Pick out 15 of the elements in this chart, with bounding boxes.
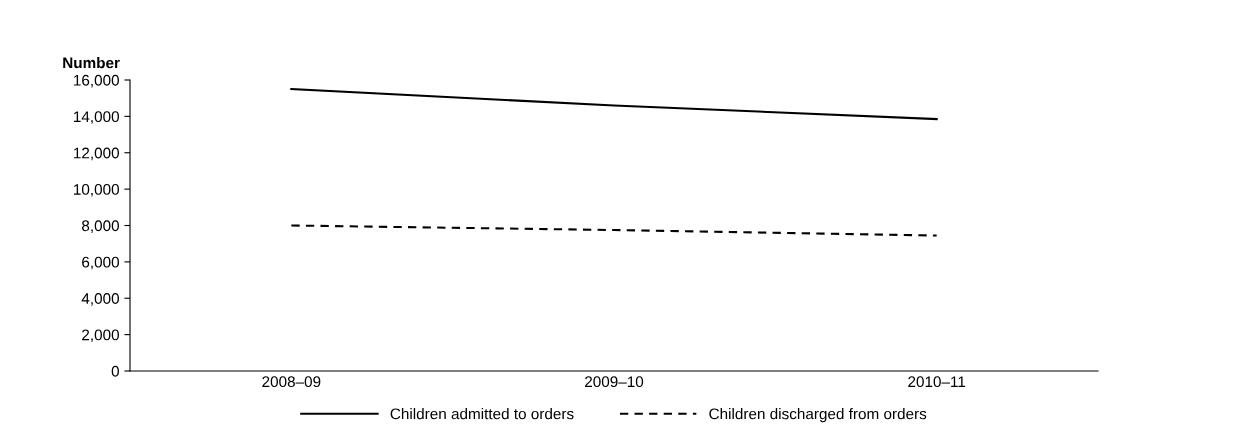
- y-axis-title: Number: [63, 57, 120, 69]
- y-tick-label: 2,000: [82, 329, 119, 343]
- y-tick-label: 16,000: [74, 74, 119, 88]
- y-tick-label: 14,000: [74, 111, 119, 124]
- x-tick-label: 2010–11: [908, 376, 966, 388]
- legend-label: Children discharged from orders: [709, 408, 927, 423]
- x-tick-label: 2009–10: [585, 376, 644, 388]
- y-tick-label: 12,000: [74, 147, 119, 161]
- legend-label: Children admitted to orders: [390, 408, 574, 420]
- y-tick-label: 6,000: [82, 256, 119, 270]
- y-tick-label: 4,000: [81, 293, 119, 306]
- x-tick-label: 2008–09: [262, 376, 321, 388]
- y-tick-label: 10,000: [74, 183, 119, 197]
- y-tick-label: 8,000: [82, 220, 119, 233]
- y-tick-label: 0: [111, 365, 119, 377]
